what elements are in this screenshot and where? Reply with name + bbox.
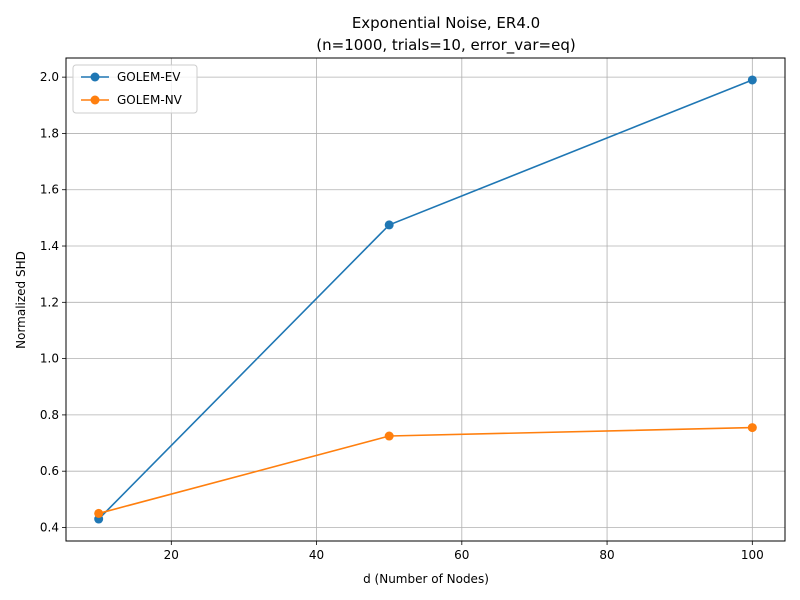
legend-marker-golem-ev	[90, 72, 100, 82]
y-tick-label: 2.0	[40, 70, 59, 84]
legend-marker-golem-nv	[90, 95, 100, 105]
series-layer	[94, 75, 757, 524]
data-point-golem-ev	[747, 75, 757, 85]
data-point-golem-nv	[384, 431, 394, 441]
y-tick-label: 1.8	[40, 126, 59, 140]
y-tick-label: 0.8	[40, 408, 59, 422]
x-tick-label: 60	[454, 548, 469, 562]
x-axis-label: d (Number of Nodes)	[363, 572, 489, 586]
grid	[66, 58, 785, 541]
y-tick-label: 1.2	[40, 295, 59, 309]
chart-subtitle: (n=1000, trials=10, error_var=eq)	[316, 36, 575, 55]
data-point-golem-nv	[94, 508, 104, 518]
y-axis-label: Normalized SHD	[14, 251, 28, 349]
y-tick-label: 0.4	[40, 520, 59, 534]
data-point-golem-nv	[747, 423, 757, 433]
legend: GOLEM-EV GOLEM-NV	[72, 64, 198, 114]
y-tick-label: 1.4	[40, 239, 59, 253]
y-tick-label: 1.6	[40, 183, 59, 197]
axis-ticks: 20 40 60 80 100 0.4 0.6 0.8 1.0 1.2 1.4 1.6 1.8 2.0	[40, 70, 764, 562]
x-tick-label: 20	[164, 548, 179, 562]
legend-label-golem-ev: GOLEM-EV	[117, 70, 181, 84]
x-tick-label: 80	[599, 548, 614, 562]
y-tick-label: 1.0	[40, 352, 59, 366]
legend-label-golem-nv: GOLEM-NV	[117, 93, 183, 107]
x-tick-label: 100	[741, 548, 764, 562]
x-tick-label: 40	[309, 548, 324, 562]
data-point-golem-ev	[384, 220, 394, 230]
chart-title: Exponential Noise, ER4.0	[352, 14, 540, 32]
plot-frame	[65, 57, 786, 542]
y-tick-label: 0.6	[40, 464, 59, 478]
